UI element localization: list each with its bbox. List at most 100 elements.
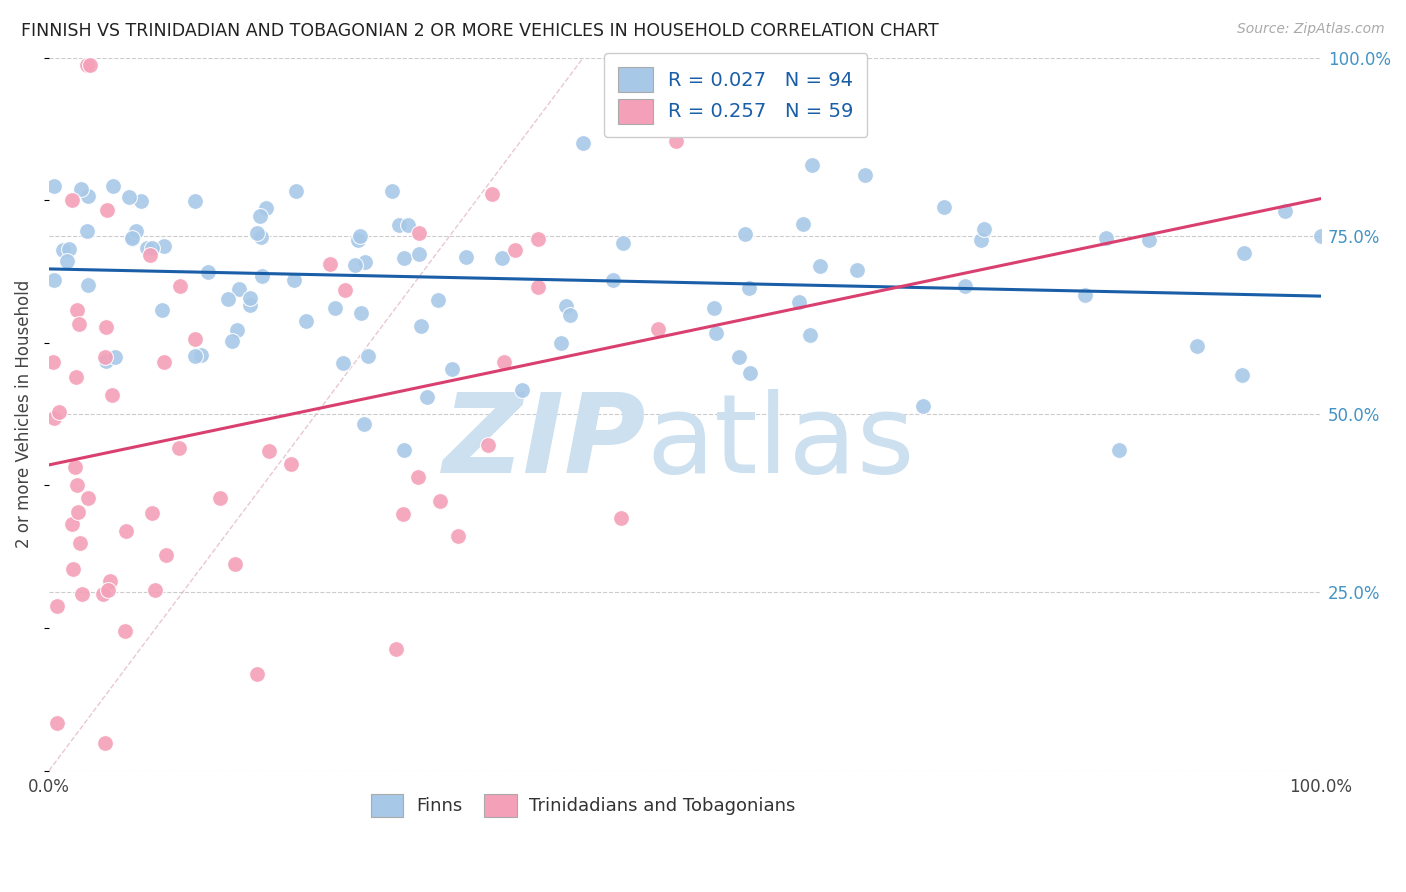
Point [283,273,305,287]
Point [799,327,821,342]
Point [454,250,477,264]
Point [141,241,163,255]
Point [183,333,205,347]
Point [1094,231,1116,245]
Point [429,494,451,508]
Point [42,355,65,369]
Point [408,226,430,240]
Point [60,516,83,531]
Point [190,348,212,362]
Point [853,168,876,182]
Point [396,219,419,233]
Point [295,314,318,328]
Point [409,319,432,334]
Point [114,624,136,638]
Point [228,282,250,296]
Point [392,251,415,265]
Point [406,469,429,483]
Point [550,335,572,350]
Point [114,524,136,538]
Point [610,511,633,525]
Point [558,308,581,322]
Point [183,349,205,363]
Point [911,399,934,413]
Point [143,582,166,597]
Point [704,326,727,340]
Point [602,273,624,287]
Point [344,258,367,272]
Point [139,248,162,262]
Text: Source: ZipAtlas.com: Source: ZipAtlas.com [1237,22,1385,37]
Point [245,666,267,681]
Point [104,350,127,364]
Point [76,224,98,238]
Point [239,298,262,312]
Point [503,243,526,257]
Text: ZIP: ZIP [443,389,647,496]
Point [121,232,143,246]
Point [94,319,117,334]
Point [69,536,91,550]
Point [319,256,342,270]
Point [48,405,70,419]
Point [169,279,191,293]
Point [249,209,271,223]
Point [76,491,98,505]
Point [96,583,118,598]
Point [94,350,117,364]
Point [492,354,515,368]
Point [1108,442,1130,457]
Point [70,587,93,601]
Point [124,224,146,238]
Point [93,587,115,601]
Point [58,243,80,257]
Point [354,255,377,269]
Point [129,194,152,208]
Point [45,715,67,730]
Point [787,294,810,309]
Point [246,226,269,240]
Point [221,334,243,349]
Y-axis label: 2 or more Vehicles in Household: 2 or more Vehicles in Household [15,280,32,549]
Point [447,529,470,543]
Point [155,548,177,562]
Point [347,233,370,247]
Point [56,253,79,268]
Point [1185,338,1208,352]
Point [792,217,814,231]
Point [79,58,101,72]
Point [426,293,449,307]
Point [734,227,756,242]
Point [381,184,404,198]
Point [98,574,121,589]
Legend: Finns, Trinidadians and Tobagonians: Finns, Trinidadians and Tobagonians [361,785,804,826]
Point [77,189,100,203]
Point [141,506,163,520]
Point [101,179,124,194]
Point [183,194,205,209]
Point [357,349,380,363]
Point [250,229,273,244]
Point [209,491,232,506]
Point [76,278,98,293]
Point [801,158,824,172]
Point [392,442,415,457]
Point [1274,204,1296,219]
Text: FINNISH VS TRINIDADIAN AND TOBAGONIAN 2 OR MORE VEHICLES IN HOUSEHOLD CORRELATIO: FINNISH VS TRINIDADIAN AND TOBAGONIAN 2 … [21,22,939,40]
Point [121,231,143,245]
Point [197,265,219,279]
Point [555,299,578,313]
Point [150,303,173,318]
Point [510,384,533,398]
Point [527,280,550,294]
Point [250,268,273,283]
Point [62,562,84,576]
Point [391,508,413,522]
Point [42,273,65,287]
Point [932,200,955,214]
Point [225,323,247,337]
Point [101,388,124,402]
Point [76,58,98,72]
Point [572,136,595,151]
Point [254,202,277,216]
